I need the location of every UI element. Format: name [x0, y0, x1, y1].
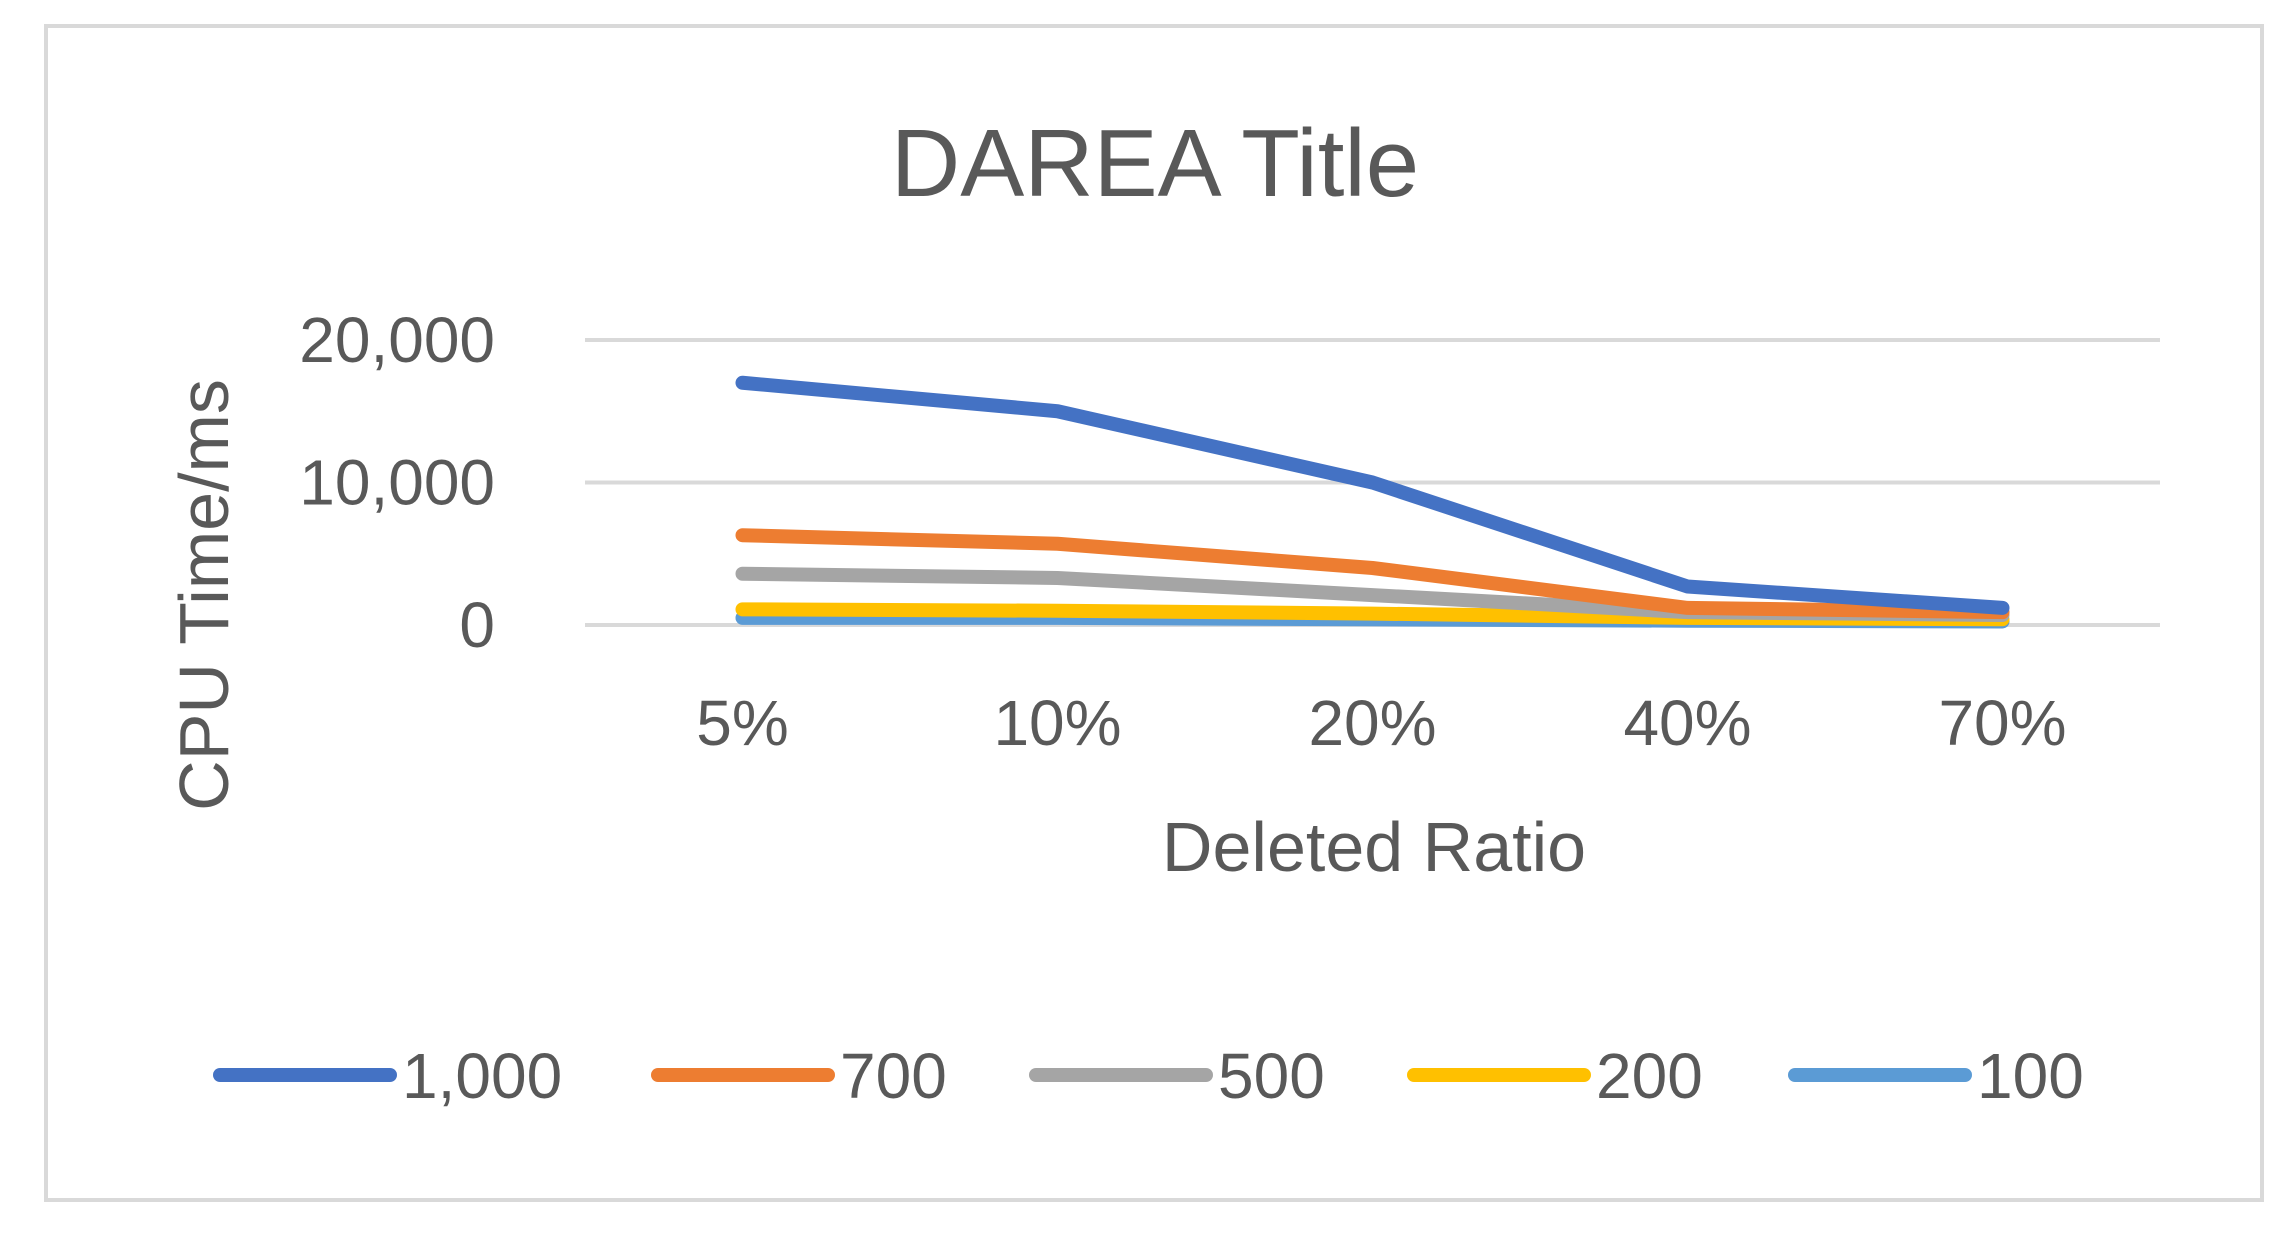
series-line: [735, 528, 2010, 620]
x-axis-ticks: 5% 10% 20% 40% 70%: [696, 687, 2066, 759]
x-tick-label: 10%: [993, 687, 1121, 759]
series-lines: [735, 375, 2010, 629]
legend-label: 500: [1218, 1040, 1325, 1112]
x-tick-label: 20%: [1308, 687, 1436, 759]
y-tick-label: 20,000: [299, 304, 495, 376]
y-tick-label: 0: [459, 589, 495, 661]
x-axis-label: Deleted Ratio: [1162, 808, 1586, 886]
y-axis-ticks: 0 10,000 20,000: [299, 304, 495, 661]
y-tick-label: 10,000: [299, 447, 495, 519]
y-axis-label: CPU Time/ms: [165, 379, 243, 811]
x-tick-label: 70%: [1938, 687, 2066, 759]
series-line: [735, 375, 2010, 615]
legend: 1,000 700 500 200 100: [213, 1040, 2084, 1112]
legend-label: 200: [1596, 1040, 1703, 1112]
x-tick-label: 40%: [1623, 687, 1751, 759]
legend-label: 700: [840, 1040, 947, 1112]
x-tick-label: 5%: [696, 687, 789, 759]
legend-label: 1,000: [402, 1040, 562, 1112]
chart-title: DAREA Title: [891, 110, 1419, 217]
legend-label: 100: [1977, 1040, 2084, 1112]
